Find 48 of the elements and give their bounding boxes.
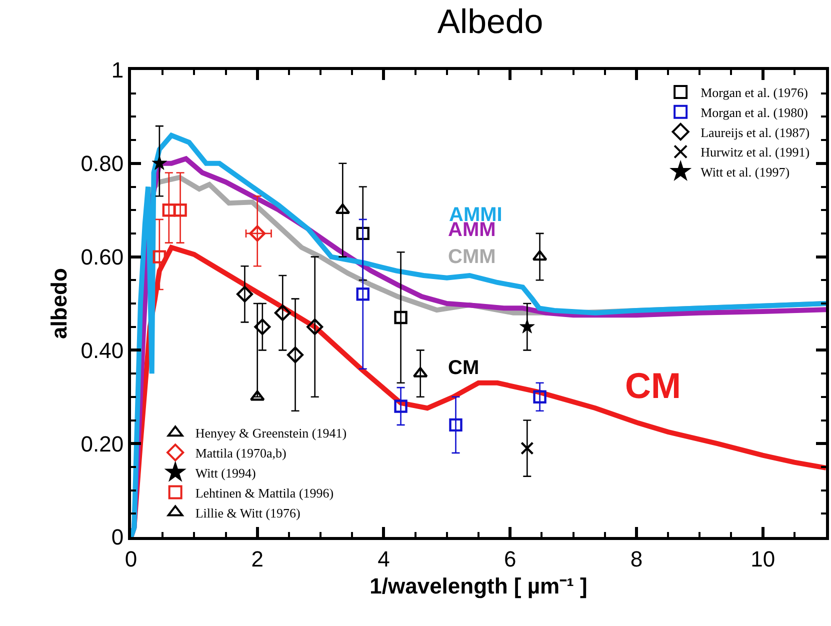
- y-tick-label: 0.20: [80, 431, 124, 456]
- annotation: CM: [448, 357, 480, 379]
- point: [152, 250, 166, 264]
- y-tick-label: 0.80: [80, 151, 124, 176]
- point: [520, 442, 534, 455]
- point: [249, 225, 266, 242]
- point: [306, 318, 324, 336]
- point: [236, 286, 253, 302]
- chart-title: Albedo: [437, 3, 544, 42]
- y-axis-title: albedo: [46, 268, 72, 339]
- legend-label: Hurwitz et al. (1991): [700, 144, 810, 160]
- legend-label: Lillie & Witt (1976): [195, 505, 300, 520]
- legend-label: Henyey & Greenstein (1941): [195, 426, 347, 441]
- x-tick-label: 10: [750, 546, 776, 572]
- point: [394, 400, 408, 413]
- series-label: CM: [625, 365, 681, 406]
- y-tick-label: 1: [111, 58, 124, 83]
- y-tick-label: 0.60: [80, 244, 124, 270]
- legend-label: Lehtinen & Mattila (1996): [195, 485, 334, 500]
- legend-label: Witt et al. (1997): [700, 164, 790, 180]
- point: [162, 204, 176, 217]
- legend-label: Morgan et al. (1980): [700, 104, 808, 120]
- legend-label: Morgan et al. (1976): [700, 85, 808, 100]
- point: [356, 226, 370, 240]
- point: [449, 418, 462, 432]
- x-tick-label: 6: [504, 546, 516, 572]
- legend-label: Mattila (1970a,b): [195, 446, 286, 461]
- point: [533, 390, 546, 404]
- point: [174, 204, 187, 217]
- point: [356, 288, 370, 301]
- point: [274, 304, 291, 322]
- point: [412, 366, 428, 378]
- point: [520, 318, 535, 334]
- x-tick-label: 2: [251, 546, 264, 572]
- point: [254, 318, 271, 336]
- point: [532, 250, 548, 261]
- x-tick-label: 8: [630, 546, 643, 572]
- legend-label: Witt (1994): [195, 465, 256, 480]
- x-tick-label: 4: [378, 546, 390, 572]
- y-tick-label: 0: [111, 524, 124, 550]
- x-axis-title: 1/wavelength [ µm⁻¹ ]: [370, 573, 588, 598]
- point: [394, 310, 408, 324]
- series-label: CMM: [448, 246, 496, 268]
- point: [152, 155, 167, 170]
- point: [287, 346, 304, 364]
- legend-label: Laureijs et al. (1987): [700, 124, 810, 140]
- y-tick-label: 0.40: [80, 338, 124, 363]
- point: [250, 390, 265, 401]
